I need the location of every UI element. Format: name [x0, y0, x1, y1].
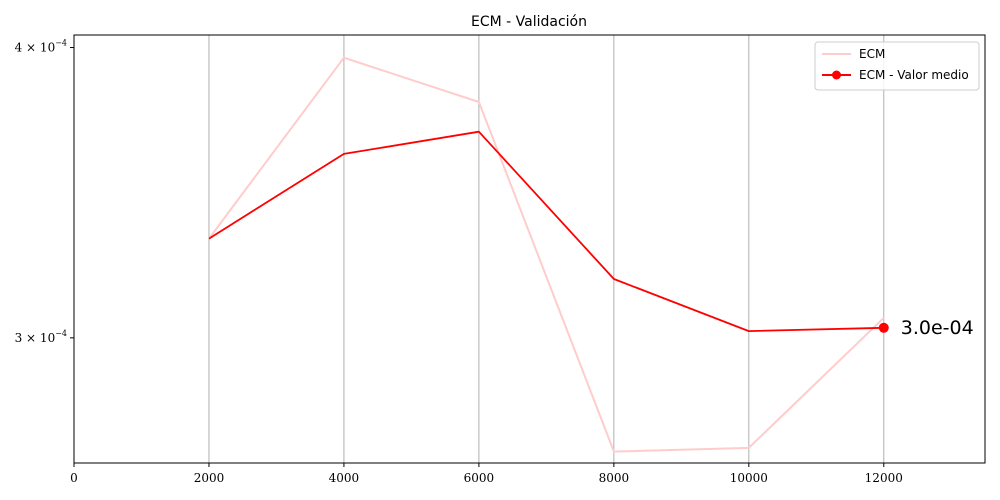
legend-label-ecm: ECM — [859, 47, 885, 61]
x-tick-label-2: 4000 — [329, 471, 360, 485]
x-tick-label-1: 2000 — [194, 471, 225, 485]
x-tick-label-6: 12000 — [865, 471, 903, 485]
y-tick-label-0: 3 × 10−4 — [15, 329, 67, 345]
x-axis-ticks: 0 2000 4000 6000 8000 10000 12000 — [70, 463, 903, 485]
legend-marker-ecm-valor-medio — [832, 70, 841, 80]
last-value-annotation: 3.0e-04 — [901, 317, 974, 339]
plot-area-frame — [73, 34, 986, 464]
legend-box — [814, 41, 980, 91]
y-tick-label-1: 4 × 10−4 — [15, 39, 67, 55]
y-axis-ticks: 3 × 10−4 4 × 10−4 — [15, 39, 74, 345]
x-tick-label-5: 10000 — [730, 471, 768, 485]
series-lines — [208, 56, 889, 453]
x-tick-label-4: 8000 — [599, 471, 630, 485]
legend-label-ecm-valor-medio: ECM - Valor medio — [859, 68, 969, 82]
grid-lines — [73, 35, 885, 463]
legend: ECM ECM - Valor medio — [814, 41, 980, 91]
series-line-ecm-valor-medio — [208, 130, 884, 333]
last-point-marker — [878, 322, 889, 333]
x-tick-label-3: 6000 — [464, 471, 495, 485]
x-tick-label-0: 0 — [70, 471, 78, 485]
chart-title: ECM - Validación — [471, 14, 587, 30]
series-line-ecm — [208, 56, 885, 453]
